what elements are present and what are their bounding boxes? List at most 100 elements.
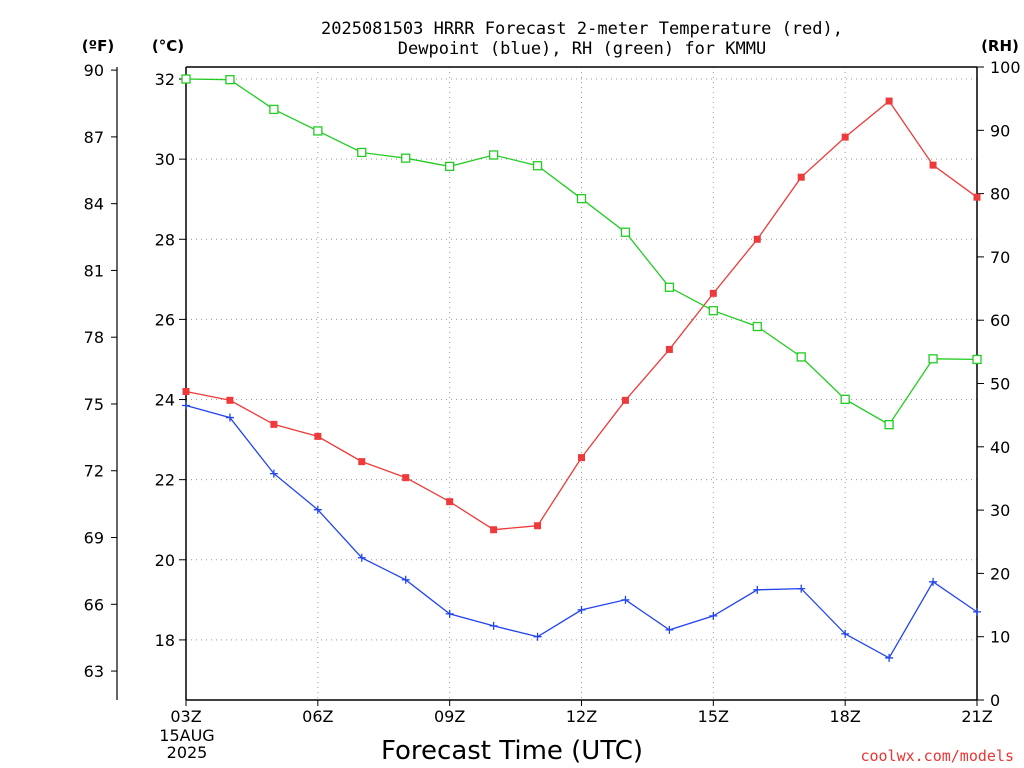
rh-tick-label: 30 (990, 501, 1010, 520)
temperature-point (578, 454, 585, 462)
dewpoint-point (489, 621, 498, 630)
x-tick-label: 03Z (170, 707, 201, 726)
dewpoint-point (709, 611, 718, 620)
temperature-point (402, 474, 410, 482)
temperature-point (446, 498, 454, 506)
dewpoint-point (973, 607, 981, 616)
celsius-tick-label: 20 (155, 551, 175, 570)
temperature-point (973, 193, 981, 201)
x-tick-label: 09Z (434, 707, 465, 726)
dewpoint-point (753, 585, 762, 594)
rh-point (928, 354, 938, 364)
dewpoint-point (269, 469, 278, 478)
fahrenheit-tick-label: 90 (84, 61, 104, 80)
fahrenheit-tick-label: 78 (84, 328, 104, 347)
celsius-tick-label: 26 (155, 310, 175, 329)
rh-point (884, 419, 894, 430)
rh-point (357, 147, 367, 158)
fahrenheit-tick-label: 69 (84, 529, 104, 548)
fahrenheit-tick-label: 75 (84, 395, 104, 414)
rh-tick-label: 80 (990, 185, 1010, 204)
rh-tick-label: 60 (990, 311, 1010, 330)
dewpoint-point (182, 401, 190, 410)
rh-point (532, 161, 543, 171)
rh-point (225, 75, 235, 85)
rh-point (972, 354, 982, 365)
rh-point (752, 321, 762, 332)
x-tick-label: 21Z (961, 707, 992, 726)
x-tick-label: 12Z (566, 707, 597, 726)
dewpoint-point (445, 609, 454, 618)
temperature-point (358, 458, 366, 466)
celsius-tick-label: 30 (155, 150, 175, 169)
celsius-tick-label: 32 (155, 70, 175, 89)
temperature-point (490, 526, 498, 534)
dewpoint-point (313, 505, 322, 514)
fahrenheit-tick-label: 87 (84, 128, 104, 147)
axes (111, 66, 984, 706)
gridlines (186, 67, 977, 700)
dewpoint-line (185, 404, 978, 659)
temperature-line (185, 100, 978, 531)
rh-point (445, 161, 455, 172)
x-tick-label: 06Z (302, 707, 333, 726)
date-label-day: 15AUG (159, 726, 214, 745)
rh-tick-label: 70 (990, 248, 1010, 267)
dewpoint-point (621, 595, 630, 604)
rh-point (796, 352, 806, 362)
chart-title-line-2: Dewpoint (blue), RH (green) for KMMU (398, 39, 766, 59)
temperature-point (182, 388, 190, 396)
rh-point (488, 150, 499, 160)
rh-tick-label: 0 (990, 691, 1000, 710)
temperature-point (314, 432, 322, 440)
rh-tick-label: 100 (990, 58, 1021, 77)
fahrenheit-tick-label: 81 (84, 261, 104, 280)
date-label-year: 2025 (167, 743, 208, 762)
fahrenheit-tick-label: 63 (84, 662, 104, 681)
x-tick-label: 15Z (698, 707, 729, 726)
celsius-tick-label: 18 (155, 631, 175, 650)
rh-point (181, 74, 191, 84)
chart-title-line-1: 2025081503 HRRR Forecast 2-meter Tempera… (321, 19, 843, 39)
fahrenheit-axis-label: (ºF) (82, 37, 114, 55)
temperature-point (797, 173, 805, 181)
rh-axis-label: (RH) (981, 37, 1019, 55)
rh-point (401, 153, 411, 163)
rh-point (664, 282, 675, 292)
celsius-axis-label: (°C) (152, 37, 184, 55)
watermark: coolwx.com/models (860, 747, 1014, 765)
x-axis-label: Forecast Time (UTC) (381, 736, 643, 766)
dewpoint-point (357, 553, 366, 562)
celsius-tick-label: 24 (155, 391, 175, 410)
dewpoint-point (929, 577, 938, 586)
rh-tick-label: 20 (990, 564, 1010, 583)
rh-tick-label: 50 (990, 375, 1010, 394)
temperature-point (665, 345, 673, 353)
celsius-tick-label: 22 (155, 471, 175, 490)
temperature-point (885, 97, 893, 105)
dewpoint-point (533, 632, 542, 641)
temperature-point (534, 522, 542, 530)
rh-point (840, 394, 850, 404)
rh-point (708, 306, 718, 316)
fahrenheit-tick-label: 84 (84, 195, 104, 214)
rh-tick-label: 40 (990, 438, 1010, 457)
dewpoint-point (841, 629, 850, 638)
dewpoint-point (225, 413, 234, 422)
dewpoint-point (885, 653, 894, 662)
fahrenheit-tick-label: 66 (84, 595, 104, 614)
dewpoint-point (577, 605, 586, 614)
temperature-point (709, 289, 717, 297)
celsius-tick-label: 28 (155, 230, 175, 249)
rh-tick-label: 90 (990, 121, 1010, 140)
rh-point (313, 126, 323, 136)
x-tick-label: 18Z (830, 707, 861, 726)
dewpoint-point (401, 575, 410, 584)
temperature-point (621, 396, 629, 404)
rh-point (620, 227, 631, 237)
rh-point (269, 104, 279, 115)
rh-tick-label: 10 (990, 628, 1010, 647)
dewpoint-point (797, 584, 806, 593)
temperature-point (841, 133, 849, 141)
